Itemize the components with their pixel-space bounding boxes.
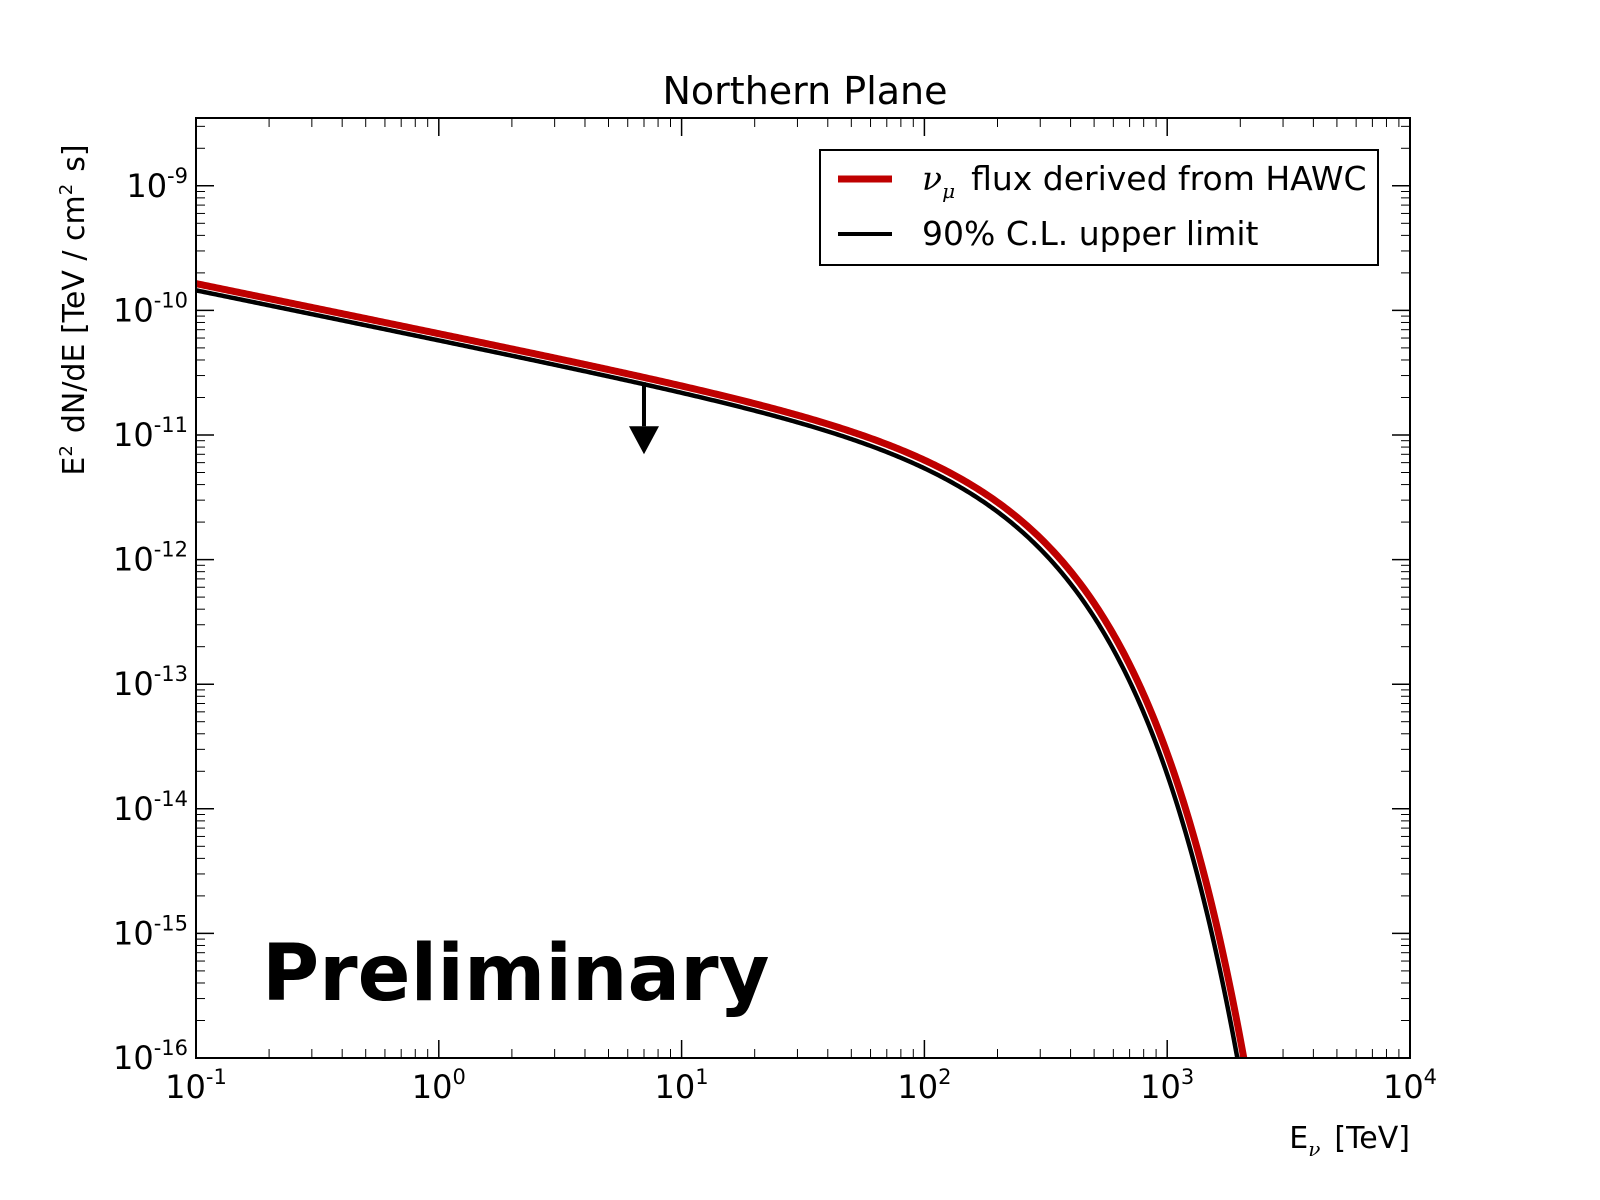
y-tick-label: 10-12 bbox=[113, 538, 188, 579]
legend-label-upper-limit: 90% C.L. upper limit bbox=[922, 214, 1259, 253]
x-axis-label-base: E bbox=[1289, 1121, 1308, 1156]
series-lines bbox=[194, 280, 1248, 1059]
legend-label-hawc: νμ flux derived from HAWC bbox=[922, 159, 1367, 203]
y-axis-label-middle: dN/dE [TeV / cm bbox=[57, 195, 92, 433]
y-axis-label-prefix-sup: 2 bbox=[56, 445, 77, 456]
x-axis-label-subscript: ν bbox=[1308, 1137, 1320, 1161]
y-tick-label: 10-9 bbox=[126, 164, 188, 205]
legend-box bbox=[819, 149, 1379, 266]
y-axis-label: E2dN/dE [TeV / cm2s] bbox=[56, 144, 92, 475]
x-tick-label: 104 bbox=[1383, 1065, 1437, 1106]
x-axis-label: Eν [TeV] bbox=[1289, 1121, 1410, 1161]
y-tick-labels: 10-9 10-10 10-11 10-12 10-13 10-14 10-15 10-16 bbox=[113, 164, 188, 1077]
x-tick-label: 101 bbox=[655, 1065, 709, 1106]
x-tick-label: 100 bbox=[412, 1065, 466, 1106]
legend-nu-symbol: ν bbox=[922, 159, 942, 198]
plot-frame bbox=[195, 117, 1411, 1059]
legend-label-hawc-text: flux derived from HAWC bbox=[971, 159, 1367, 198]
legend-mu-subscript: μ bbox=[942, 179, 955, 203]
y-axis-label-middle-sup: 2 bbox=[56, 184, 77, 195]
x-tick-label: 10-1 bbox=[165, 1065, 227, 1106]
y-tick-label: 10-11 bbox=[113, 413, 188, 454]
y-axis-label-suffix: s] bbox=[57, 144, 92, 171]
x-tick-label: 102 bbox=[897, 1065, 951, 1106]
y-tick-label: 10-13 bbox=[113, 662, 188, 703]
arrow-head bbox=[628, 426, 659, 455]
legend: νμ flux derived from HAWC 90% C.L. upper … bbox=[819, 149, 1379, 266]
series-line-0 bbox=[194, 280, 1248, 1059]
y-axis-label-prefix: E bbox=[57, 457, 92, 476]
x-tick-label: 103 bbox=[1140, 1065, 1194, 1106]
y-tick-label: 10-15 bbox=[113, 911, 188, 952]
y-tick-label: 10-14 bbox=[113, 787, 188, 828]
plot-area: Northern Plane 10-1 100 101 102 103 104 10-91… bbox=[56, 69, 1437, 1161]
series-line-1 bbox=[195, 288, 1240, 1059]
upper-limit-arrow bbox=[628, 382, 659, 455]
x-tick-labels: 10-1 100 101 102 103 104 bbox=[165, 1065, 1437, 1106]
y-tick-label: 10-16 bbox=[113, 1036, 188, 1077]
chart-title: Northern Plane bbox=[663, 69, 948, 113]
preliminary-watermark: Preliminary bbox=[262, 929, 770, 1019]
x-axis-label-unit: [TeV] bbox=[1334, 1121, 1410, 1156]
y-tick-label: 10-10 bbox=[113, 288, 188, 329]
minor-ticks bbox=[196, 118, 1410, 1058]
